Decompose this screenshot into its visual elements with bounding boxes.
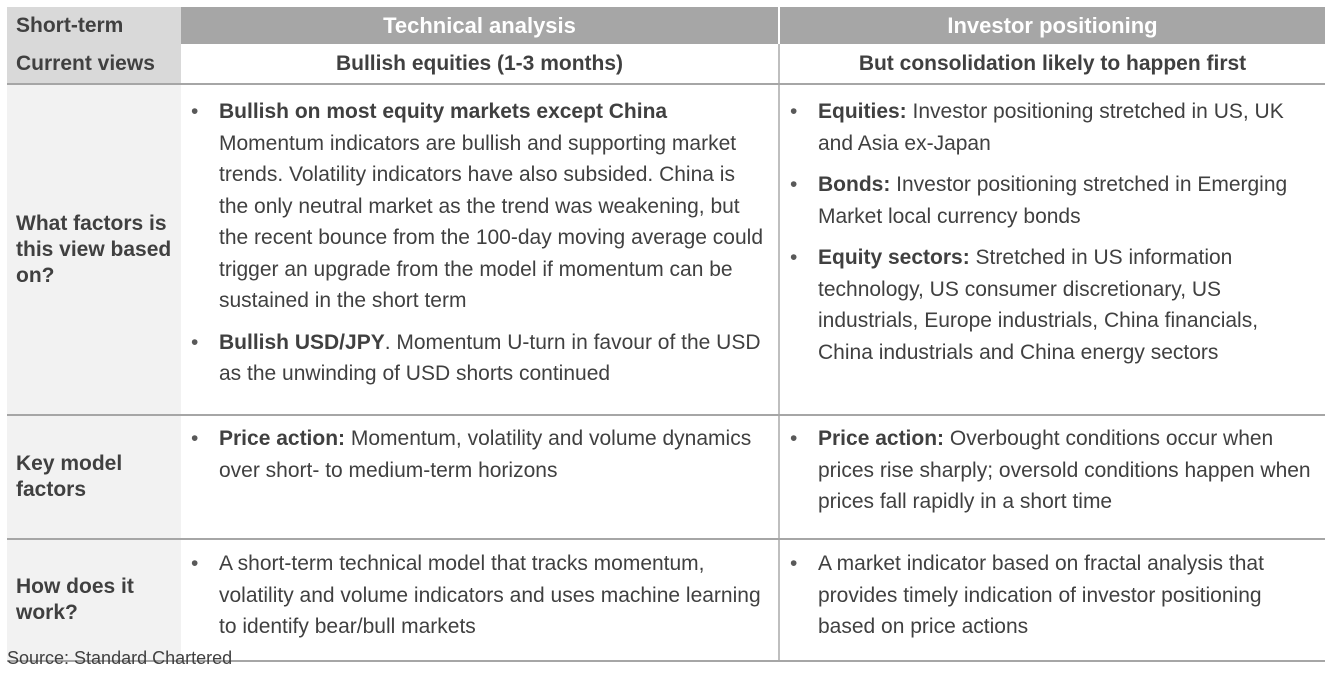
item-bold: Equities: bbox=[818, 100, 907, 123]
source-note: Source: Standard Chartered bbox=[7, 648, 233, 668]
item-bold: Bullish USD/JPY bbox=[219, 330, 385, 354]
item-bold: Equity sectors: bbox=[818, 246, 970, 269]
factors-investor-cell: Equities: Investor positioning stretched… bbox=[779, 84, 1325, 416]
factors-technical-cell: Bullish on most equity markets except Ch… bbox=[181, 84, 780, 416]
how-row: How does it work? A short-term technical… bbox=[7, 539, 1325, 662]
model-label: Key model factors bbox=[7, 415, 181, 540]
views-row: Current views Bullish equities (1-3 mont… bbox=[7, 44, 1325, 85]
item-text: Investor positioning stretched in US, UK… bbox=[818, 100, 1284, 155]
list-item: Price action: Overbought conditions occu… bbox=[780, 423, 1325, 518]
header-row: Short-term Technical analysis Investor p… bbox=[7, 7, 1325, 44]
item-text: Momentum indicators are bullish and supp… bbox=[219, 131, 764, 313]
model-technical-cell: Price action: Momentum, volatility and v… bbox=[181, 415, 780, 540]
item-bold: Bullish on most equity markets except Ch… bbox=[219, 100, 668, 123]
how-investor-cell: A market indicator based on fractal anal… bbox=[779, 539, 1325, 662]
list-item: Bonds: Investor positioning stretched in… bbox=[780, 169, 1325, 232]
factors-row: What factors is this view based on? Bull… bbox=[7, 84, 1325, 416]
item-text: Overbought conditions occur when prices … bbox=[818, 427, 1311, 513]
views-label: Current views bbox=[7, 44, 181, 85]
item-text: Momentum, volatility and volume dynamics… bbox=[219, 427, 752, 482]
list-item: A market indicator based on fractal anal… bbox=[780, 548, 1325, 643]
list-item: A short-term technical model that tracks… bbox=[181, 548, 778, 643]
list-item: Bullish on most equity markets except Ch… bbox=[181, 96, 778, 317]
list-item: Bullish USD/JPY. Momentum U-turn in favo… bbox=[181, 327, 778, 390]
item-text: . Momentum U-turn in favour of the USD a… bbox=[219, 330, 761, 386]
list-item: Equity sectors: Stretched in US informat… bbox=[780, 242, 1325, 368]
item-bold: Price action: bbox=[219, 427, 346, 450]
header-label: Short-term bbox=[7, 7, 181, 44]
views-investor: But consolidation likely to happen first bbox=[779, 44, 1325, 85]
item-bold: Bonds: bbox=[818, 173, 891, 196]
list-item: Price action: Momentum, volatility and v… bbox=[181, 423, 778, 486]
model-investor-cell: Price action: Overbought conditions occu… bbox=[779, 415, 1325, 540]
how-technical-cell: A short-term technical model that tracks… bbox=[181, 539, 780, 662]
item-text: Investor positioning stretched in Emergi… bbox=[818, 173, 1288, 228]
header-investor: Investor positioning bbox=[779, 7, 1325, 44]
item-bold: Price action: bbox=[818, 427, 945, 450]
factors-label: What factors is this view based on? bbox=[7, 84, 181, 416]
list-item: Equities: Investor positioning stretched… bbox=[780, 96, 1325, 159]
model-row: Key model factors Price action: Momentum… bbox=[7, 415, 1325, 540]
views-technical: Bullish equities (1-3 months) bbox=[181, 44, 780, 85]
how-label: How does it work? bbox=[7, 539, 181, 662]
views-table: Short-term Technical analysis Investor p… bbox=[7, 7, 1325, 662]
header-technical: Technical analysis bbox=[181, 7, 780, 44]
item-text: Stretched in US information technology, … bbox=[818, 246, 1259, 364]
